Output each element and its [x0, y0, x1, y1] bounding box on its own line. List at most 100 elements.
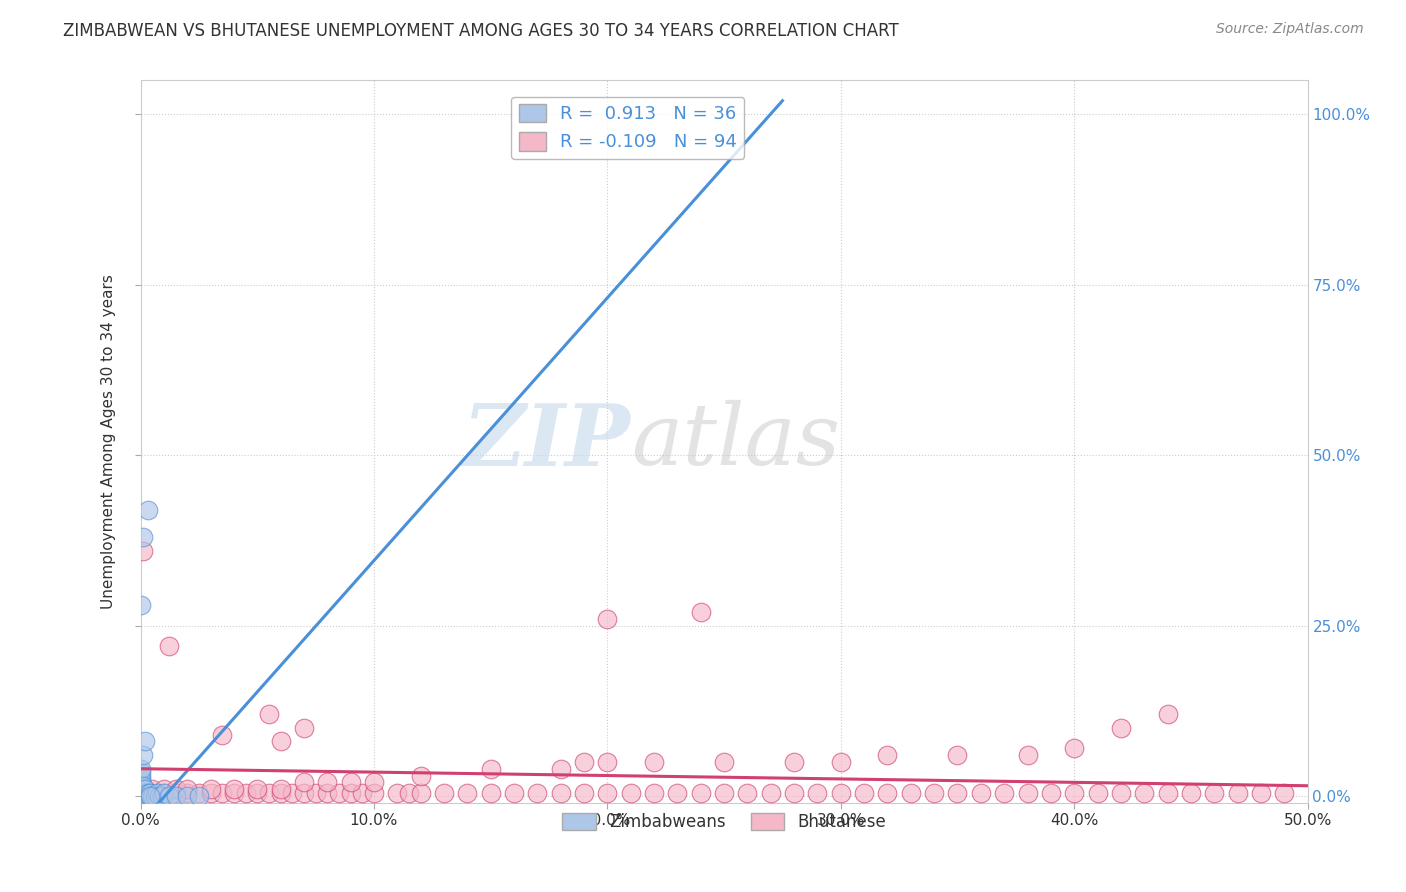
- Point: [572, 755, 595, 769]
- Point: [479, 762, 502, 776]
- Point: [339, 786, 361, 800]
- Point: [876, 786, 898, 800]
- Point: [157, 639, 180, 653]
- Point: [270, 734, 292, 748]
- Point: [134, 789, 156, 803]
- Point: [737, 786, 759, 800]
- Point: [132, 543, 155, 558]
- Point: [146, 786, 169, 800]
- Point: [235, 786, 257, 800]
- Point: [246, 786, 269, 800]
- Point: [129, 789, 152, 803]
- Point: [387, 786, 409, 800]
- Point: [222, 786, 245, 800]
- Point: [176, 782, 198, 797]
- Point: [409, 786, 432, 800]
- Point: [129, 786, 152, 800]
- Point: [211, 728, 233, 742]
- Point: [363, 775, 385, 789]
- Point: [1017, 786, 1039, 800]
- Point: [666, 786, 689, 800]
- Point: [596, 612, 619, 626]
- Point: [141, 782, 163, 797]
- Point: [281, 786, 304, 800]
- Point: [572, 786, 595, 800]
- Point: [946, 786, 969, 800]
- Point: [200, 782, 222, 797]
- Point: [1017, 748, 1039, 763]
- Point: [141, 789, 163, 803]
- Point: [830, 786, 852, 800]
- Point: [456, 786, 478, 800]
- Point: [759, 786, 782, 800]
- Point: [132, 530, 155, 544]
- Point: [876, 748, 898, 763]
- Point: [970, 786, 993, 800]
- Point: [176, 786, 198, 800]
- Point: [132, 748, 155, 763]
- Point: [139, 789, 162, 803]
- Point: [993, 786, 1015, 800]
- Point: [643, 786, 665, 800]
- Point: [148, 789, 170, 803]
- Point: [129, 779, 152, 793]
- Legend: Zimbabweans, Bhutanese: Zimbabweans, Bhutanese: [555, 806, 893, 838]
- Point: [141, 786, 163, 800]
- Point: [363, 786, 385, 800]
- Point: [139, 786, 162, 800]
- Y-axis label: Unemployment Among Ages 30 to 34 years: Unemployment Among Ages 30 to 34 years: [101, 274, 117, 609]
- Point: [132, 779, 155, 793]
- Point: [1087, 786, 1109, 800]
- Point: [134, 734, 156, 748]
- Point: [316, 775, 339, 789]
- Point: [134, 786, 156, 800]
- Point: [132, 789, 155, 803]
- Point: [806, 786, 828, 800]
- Point: [526, 786, 548, 800]
- Point: [853, 786, 876, 800]
- Point: [620, 786, 643, 800]
- Point: [1109, 721, 1132, 735]
- Point: [129, 598, 152, 612]
- Point: [292, 775, 315, 789]
- Text: ZIMBABWEAN VS BHUTANESE UNEMPLOYMENT AMONG AGES 30 TO 34 YEARS CORRELATION CHART: ZIMBABWEAN VS BHUTANESE UNEMPLOYMENT AMO…: [63, 22, 898, 40]
- Point: [550, 786, 572, 800]
- Point: [352, 786, 374, 800]
- Point: [316, 786, 339, 800]
- Text: atlas: atlas: [631, 401, 839, 483]
- Point: [305, 786, 328, 800]
- Point: [328, 786, 350, 800]
- Point: [1226, 786, 1249, 800]
- Point: [176, 789, 198, 803]
- Point: [1156, 707, 1178, 722]
- Point: [689, 605, 711, 619]
- Point: [1180, 786, 1202, 800]
- Point: [129, 762, 152, 776]
- Point: [1039, 786, 1062, 800]
- Text: ZIP: ZIP: [463, 400, 631, 483]
- Point: [188, 786, 211, 800]
- Point: [129, 765, 152, 780]
- Point: [150, 789, 173, 803]
- Point: [783, 786, 806, 800]
- Text: Source: ZipAtlas.com: Source: ZipAtlas.com: [1216, 22, 1364, 37]
- Point: [134, 782, 156, 797]
- Point: [136, 789, 159, 803]
- Point: [270, 786, 292, 800]
- Point: [136, 502, 159, 516]
- Point: [188, 789, 211, 803]
- Point: [139, 789, 162, 803]
- Point: [433, 786, 456, 800]
- Point: [1272, 786, 1295, 800]
- Point: [132, 786, 155, 800]
- Point: [830, 755, 852, 769]
- Point: [479, 786, 502, 800]
- Point: [153, 782, 176, 797]
- Point: [165, 786, 187, 800]
- Point: [257, 707, 280, 722]
- Point: [153, 786, 176, 800]
- Point: [713, 786, 735, 800]
- Point: [503, 786, 526, 800]
- Point: [900, 786, 922, 800]
- Point: [129, 782, 152, 797]
